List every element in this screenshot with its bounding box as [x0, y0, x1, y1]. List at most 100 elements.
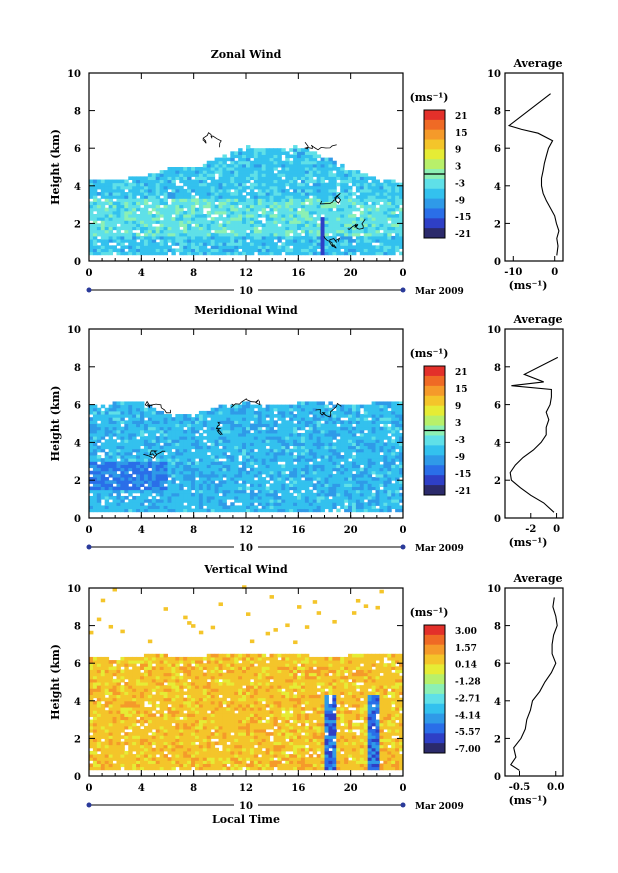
heatmap-cell	[383, 432, 388, 437]
heatmap-cell	[163, 170, 168, 174]
heatmap-cell	[128, 436, 133, 440]
heatmap-cell	[108, 182, 114, 187]
heatmap-cell	[289, 436, 294, 440]
heatmap-cell	[316, 401, 322, 406]
heatmap-cell	[304, 210, 310, 215]
y-tick-label: 2	[74, 219, 81, 230]
heatmap-cell	[230, 157, 235, 162]
heatmap-cell	[371, 426, 377, 431]
heatmap-cell	[104, 458, 110, 462]
heatmap-cell	[277, 417, 282, 421]
heatmap-cell	[336, 226, 341, 231]
heatmap-cell	[273, 160, 278, 165]
heatmap-cell	[289, 414, 294, 418]
heatmap-cell	[265, 242, 271, 246]
colorbar-swatch	[424, 475, 445, 486]
heatmap-cell	[155, 464, 161, 469]
heatmap-cell	[391, 201, 396, 206]
heatmap-cell	[308, 455, 314, 459]
heatmap-cell	[265, 404, 271, 409]
heatmap-cell	[116, 401, 121, 406]
heatmap-cell	[171, 176, 176, 181]
heatmap-cell	[108, 248, 114, 253]
heatmap-cell	[273, 451, 278, 456]
heatmap-cell	[89, 204, 94, 209]
heatmap-cell	[206, 505, 212, 510]
heatmap-cell	[89, 710, 94, 714]
heatmap-cell	[269, 414, 274, 418]
colorbar-label: 21	[455, 368, 468, 378]
heatmap-cell	[375, 182, 380, 187]
heatmap-cell	[96, 251, 102, 256]
heatmap-cell	[218, 223, 223, 228]
heatmap-cell	[348, 477, 353, 481]
heatmap-cell	[100, 195, 106, 199]
heatmap-cell	[375, 499, 380, 503]
heatmap-cell	[253, 226, 259, 231]
heatmap-cell	[171, 232, 176, 237]
heatmap-cell	[104, 198, 110, 202]
heatmap-cell	[351, 179, 357, 184]
heatmap-cell	[147, 182, 153, 187]
heatmap-cell	[265, 458, 271, 462]
heatmap-cell	[136, 423, 141, 428]
heatmap-cell	[257, 502, 263, 506]
heatmap-cell	[136, 248, 141, 253]
heatmap-cell	[383, 188, 388, 193]
heatmap-cell	[308, 410, 314, 415]
heatmap-cell	[300, 439, 306, 443]
heatmap-cell	[320, 467, 325, 472]
heatmap-cell	[206, 432, 212, 437]
heatmap-cell	[120, 404, 125, 409]
heatmap-cell	[222, 185, 227, 190]
heatmap-cell	[214, 198, 220, 202]
heatmap-cell	[257, 439, 263, 443]
heatmap-cell	[316, 489, 322, 494]
heatmap-cell	[359, 439, 365, 443]
heatmap-cell	[163, 470, 168, 475]
heatmap-cell	[371, 486, 377, 491]
heatmap-cell	[257, 414, 263, 418]
heatmap-cell	[202, 195, 208, 199]
heatmap-cell	[214, 235, 220, 240]
heatmap-cell	[194, 502, 200, 506]
heatmap-cell	[300, 495, 306, 500]
heatmap-cell	[281, 170, 286, 174]
heatmap-cell	[249, 201, 255, 206]
heatmap-cell	[100, 220, 106, 224]
heatmap-cell	[273, 404, 278, 409]
heatmap-cell	[124, 185, 129, 190]
heatmap-cell	[198, 423, 204, 428]
heatmap-cell	[89, 226, 94, 231]
heatmap-cell	[116, 217, 121, 221]
heatmap-cell	[328, 473, 333, 478]
heatmap-cell	[222, 239, 227, 243]
heatmap-cell	[89, 417, 94, 421]
heatmap-cell	[348, 502, 353, 506]
heatmap-cell	[324, 242, 329, 246]
heatmap-cell	[175, 170, 180, 174]
heatmap-cell	[383, 470, 388, 475]
heatmap-cell	[249, 195, 255, 199]
heatmap-cell	[175, 473, 180, 478]
heatmap-cell	[242, 226, 247, 231]
heatmap-cell	[194, 464, 200, 469]
heatmap-cell	[89, 694, 94, 699]
heatmap-cell	[351, 467, 357, 472]
heatmap-cell	[300, 179, 306, 184]
heatmap-cell	[175, 445, 180, 450]
heatmap-cell	[249, 502, 255, 506]
heatmap-cell	[297, 410, 302, 415]
heatmap-cell	[379, 198, 384, 202]
heatmap-cell	[257, 195, 263, 199]
heatmap-cell	[238, 157, 243, 162]
heatmap-cell	[171, 235, 176, 240]
heatmap-cell	[132, 436, 137, 440]
heatmap-cell	[297, 495, 302, 500]
heatmap-cell	[132, 214, 137, 218]
heatmap-cell	[179, 217, 184, 221]
heatmap-cell	[202, 477, 208, 481]
heatmap-cell	[316, 502, 322, 506]
heatmap-cell	[363, 464, 369, 469]
heatmap-cell	[316, 182, 322, 187]
